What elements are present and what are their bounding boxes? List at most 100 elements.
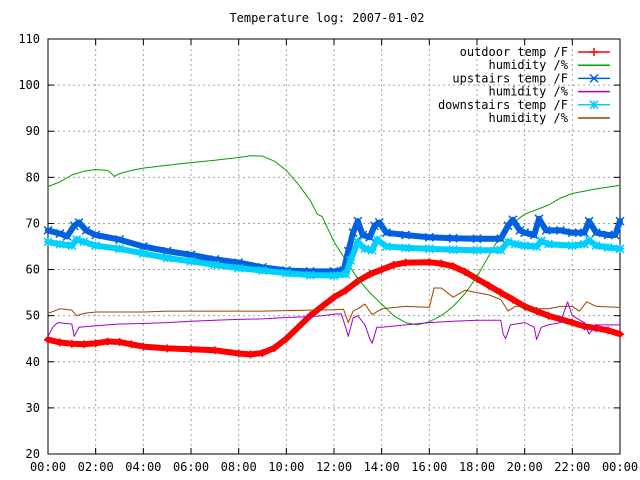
series-marker [400,243,411,253]
series-marker [589,100,599,110]
series-marker [91,230,101,240]
series-marker [496,234,506,244]
series-marker [615,216,625,226]
series-marker [72,235,82,245]
series-marker [425,258,434,267]
x-tick-label: 00:00 [602,460,638,474]
series-marker [257,265,268,276]
series-marker [503,221,513,231]
series-marker [584,235,594,246]
series-marker [348,228,358,238]
series-marker [210,260,220,270]
data-series [43,155,625,359]
series-marker [584,216,594,226]
series-marker [610,230,620,240]
y-tick-label: 90 [26,124,40,138]
series-marker [520,241,530,251]
series-marker [341,269,351,279]
series-marker [43,237,53,247]
series-marker [138,241,148,252]
series-marker [424,244,434,254]
series-marker [163,344,172,353]
legend-label-6: humidity /% [489,111,569,125]
y-tick-label: 20 [26,447,40,461]
series-marker [567,241,577,251]
y-tick-label: 100 [18,78,40,92]
x-tick-label: 06:00 [173,460,209,474]
series-marker [44,335,52,344]
y-tick-label: 110 [18,32,40,46]
series-marker [305,270,315,280]
series-marker [381,228,391,238]
series-marker [365,270,374,279]
series-marker [589,73,599,83]
series-marker [67,241,77,251]
series-marker [389,260,398,269]
series-marker [210,346,219,355]
series-marker [330,293,338,302]
series-marker [543,239,554,249]
series-marker [43,225,53,235]
series-marker [318,302,327,311]
series-marker [329,271,339,281]
series-marker [515,225,525,235]
series-marker [246,350,255,359]
x-tick-label: 08:00 [221,460,257,474]
series-marker [591,228,601,238]
series-marker [541,225,551,235]
series-marker [604,326,613,335]
x-tick-label: 22:00 [554,460,590,474]
x-tick-label: 00:00 [30,460,66,474]
y-tick-label: 70 [26,216,40,230]
series-marker [374,217,384,228]
y-tick-label: 80 [26,170,40,184]
x-tick-label: 18:00 [459,460,495,474]
series-marker [437,259,446,268]
series-marker [603,230,613,240]
series-marker [365,232,375,242]
series-marker [400,230,411,240]
x-tick-label: 14:00 [364,460,400,474]
series-marker [353,237,363,247]
series-marker [591,241,601,251]
series-marker [472,245,482,255]
series-marker [162,246,172,256]
series-marker [401,258,410,267]
series-marker [74,217,84,228]
series-marker [544,311,553,320]
series-marker [590,48,598,56]
chart-title: Temperature log: 2007-01-02 [229,11,424,25]
series-marker [91,241,101,251]
series-marker [369,221,380,231]
series-marker [103,337,112,346]
series-marker [579,239,589,249]
series-marker [55,239,65,249]
series-marker [529,230,539,240]
y-tick-label: 50 [26,309,40,323]
legend-label-4: humidity /% [489,85,569,99]
series-marker [520,228,530,238]
series-marker [341,286,350,295]
series-marker [62,231,72,241]
series-marker [367,245,377,255]
series-marker [346,255,356,265]
legend-label-5: downstairs temp /F [438,98,568,112]
series-marker [424,232,434,242]
series-marker [114,244,125,254]
series-marker [510,239,520,249]
series-marker [353,216,363,226]
series-marker [234,349,243,358]
series-marker [448,245,458,255]
series-marker [496,288,505,297]
series-marker [567,228,577,238]
series-marker [186,250,196,260]
grid-lines [48,39,620,454]
series-marker [496,245,506,255]
series-marker [358,230,368,240]
series-marker [461,267,470,276]
x-tick-label: 04:00 [125,460,161,474]
series-marker [377,265,386,274]
series-marker [281,268,291,278]
